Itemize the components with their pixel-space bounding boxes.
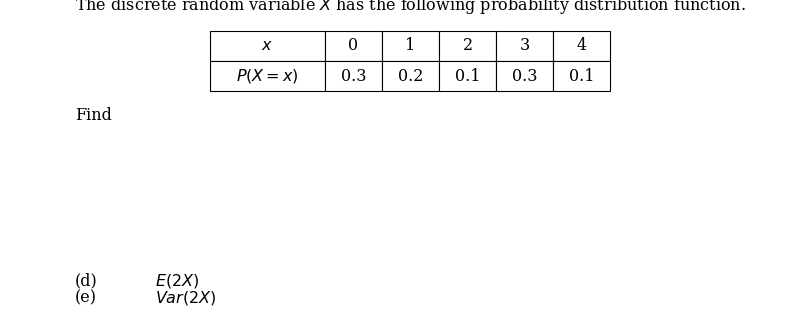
- Text: 0.2: 0.2: [398, 68, 423, 84]
- Bar: [553, 61, 610, 91]
- Text: $E(2X)$: $E(2X)$: [155, 272, 199, 290]
- Text: (e): (e): [75, 290, 97, 306]
- Text: $x$: $x$: [262, 38, 274, 54]
- Bar: [496, 61, 553, 91]
- Text: $P(X = x)$: $P(X = x)$: [236, 67, 299, 85]
- Text: 0.3: 0.3: [511, 68, 537, 84]
- Bar: [325, 61, 382, 91]
- Text: 4: 4: [577, 38, 587, 54]
- Bar: [439, 61, 496, 91]
- Bar: [382, 61, 439, 91]
- Bar: [553, 31, 610, 61]
- Text: 0.1: 0.1: [454, 68, 481, 84]
- Text: 1: 1: [405, 38, 416, 54]
- Text: 0.3: 0.3: [341, 68, 366, 84]
- Bar: [325, 31, 382, 61]
- Text: 2: 2: [462, 38, 473, 54]
- Bar: [439, 31, 496, 61]
- Text: The discrete random variable $X$ has the following probability distribution func: The discrete random variable $X$ has the…: [75, 0, 746, 16]
- Text: (d): (d): [75, 272, 98, 290]
- Text: 0.1: 0.1: [569, 68, 594, 84]
- Text: Find: Find: [75, 108, 112, 125]
- Bar: [210, 31, 325, 61]
- Bar: [382, 31, 439, 61]
- Text: 3: 3: [519, 38, 530, 54]
- Bar: [496, 31, 553, 61]
- Text: 0: 0: [348, 38, 358, 54]
- Text: $Var(2X)$: $Var(2X)$: [155, 289, 216, 307]
- Bar: [210, 61, 325, 91]
